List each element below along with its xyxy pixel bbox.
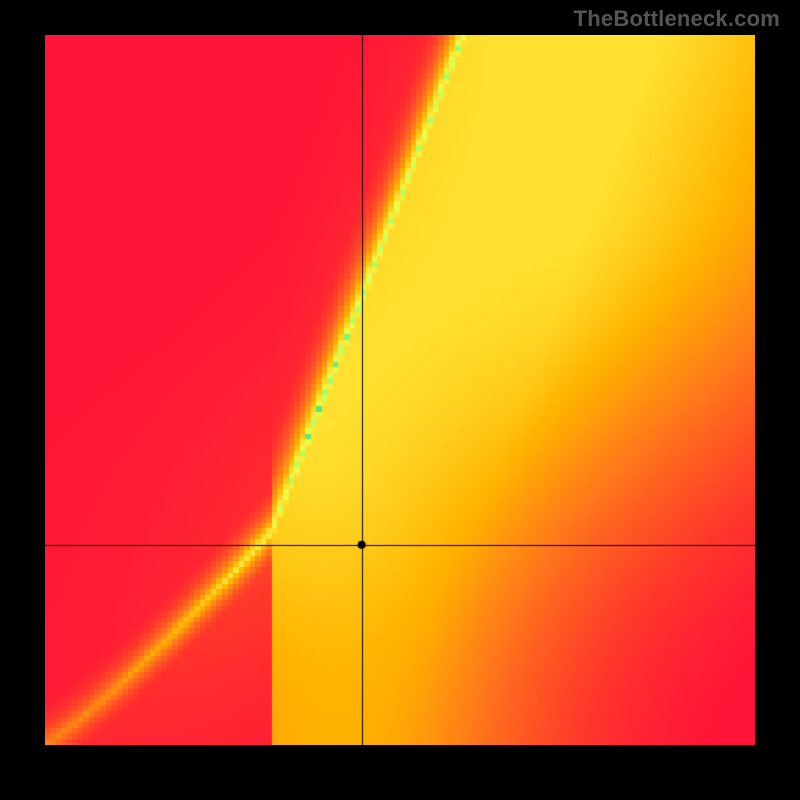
chart-container: TheBottleneck.com <box>0 0 800 800</box>
watermark-text: TheBottleneck.com <box>574 6 780 32</box>
overlay-canvas <box>45 35 755 745</box>
